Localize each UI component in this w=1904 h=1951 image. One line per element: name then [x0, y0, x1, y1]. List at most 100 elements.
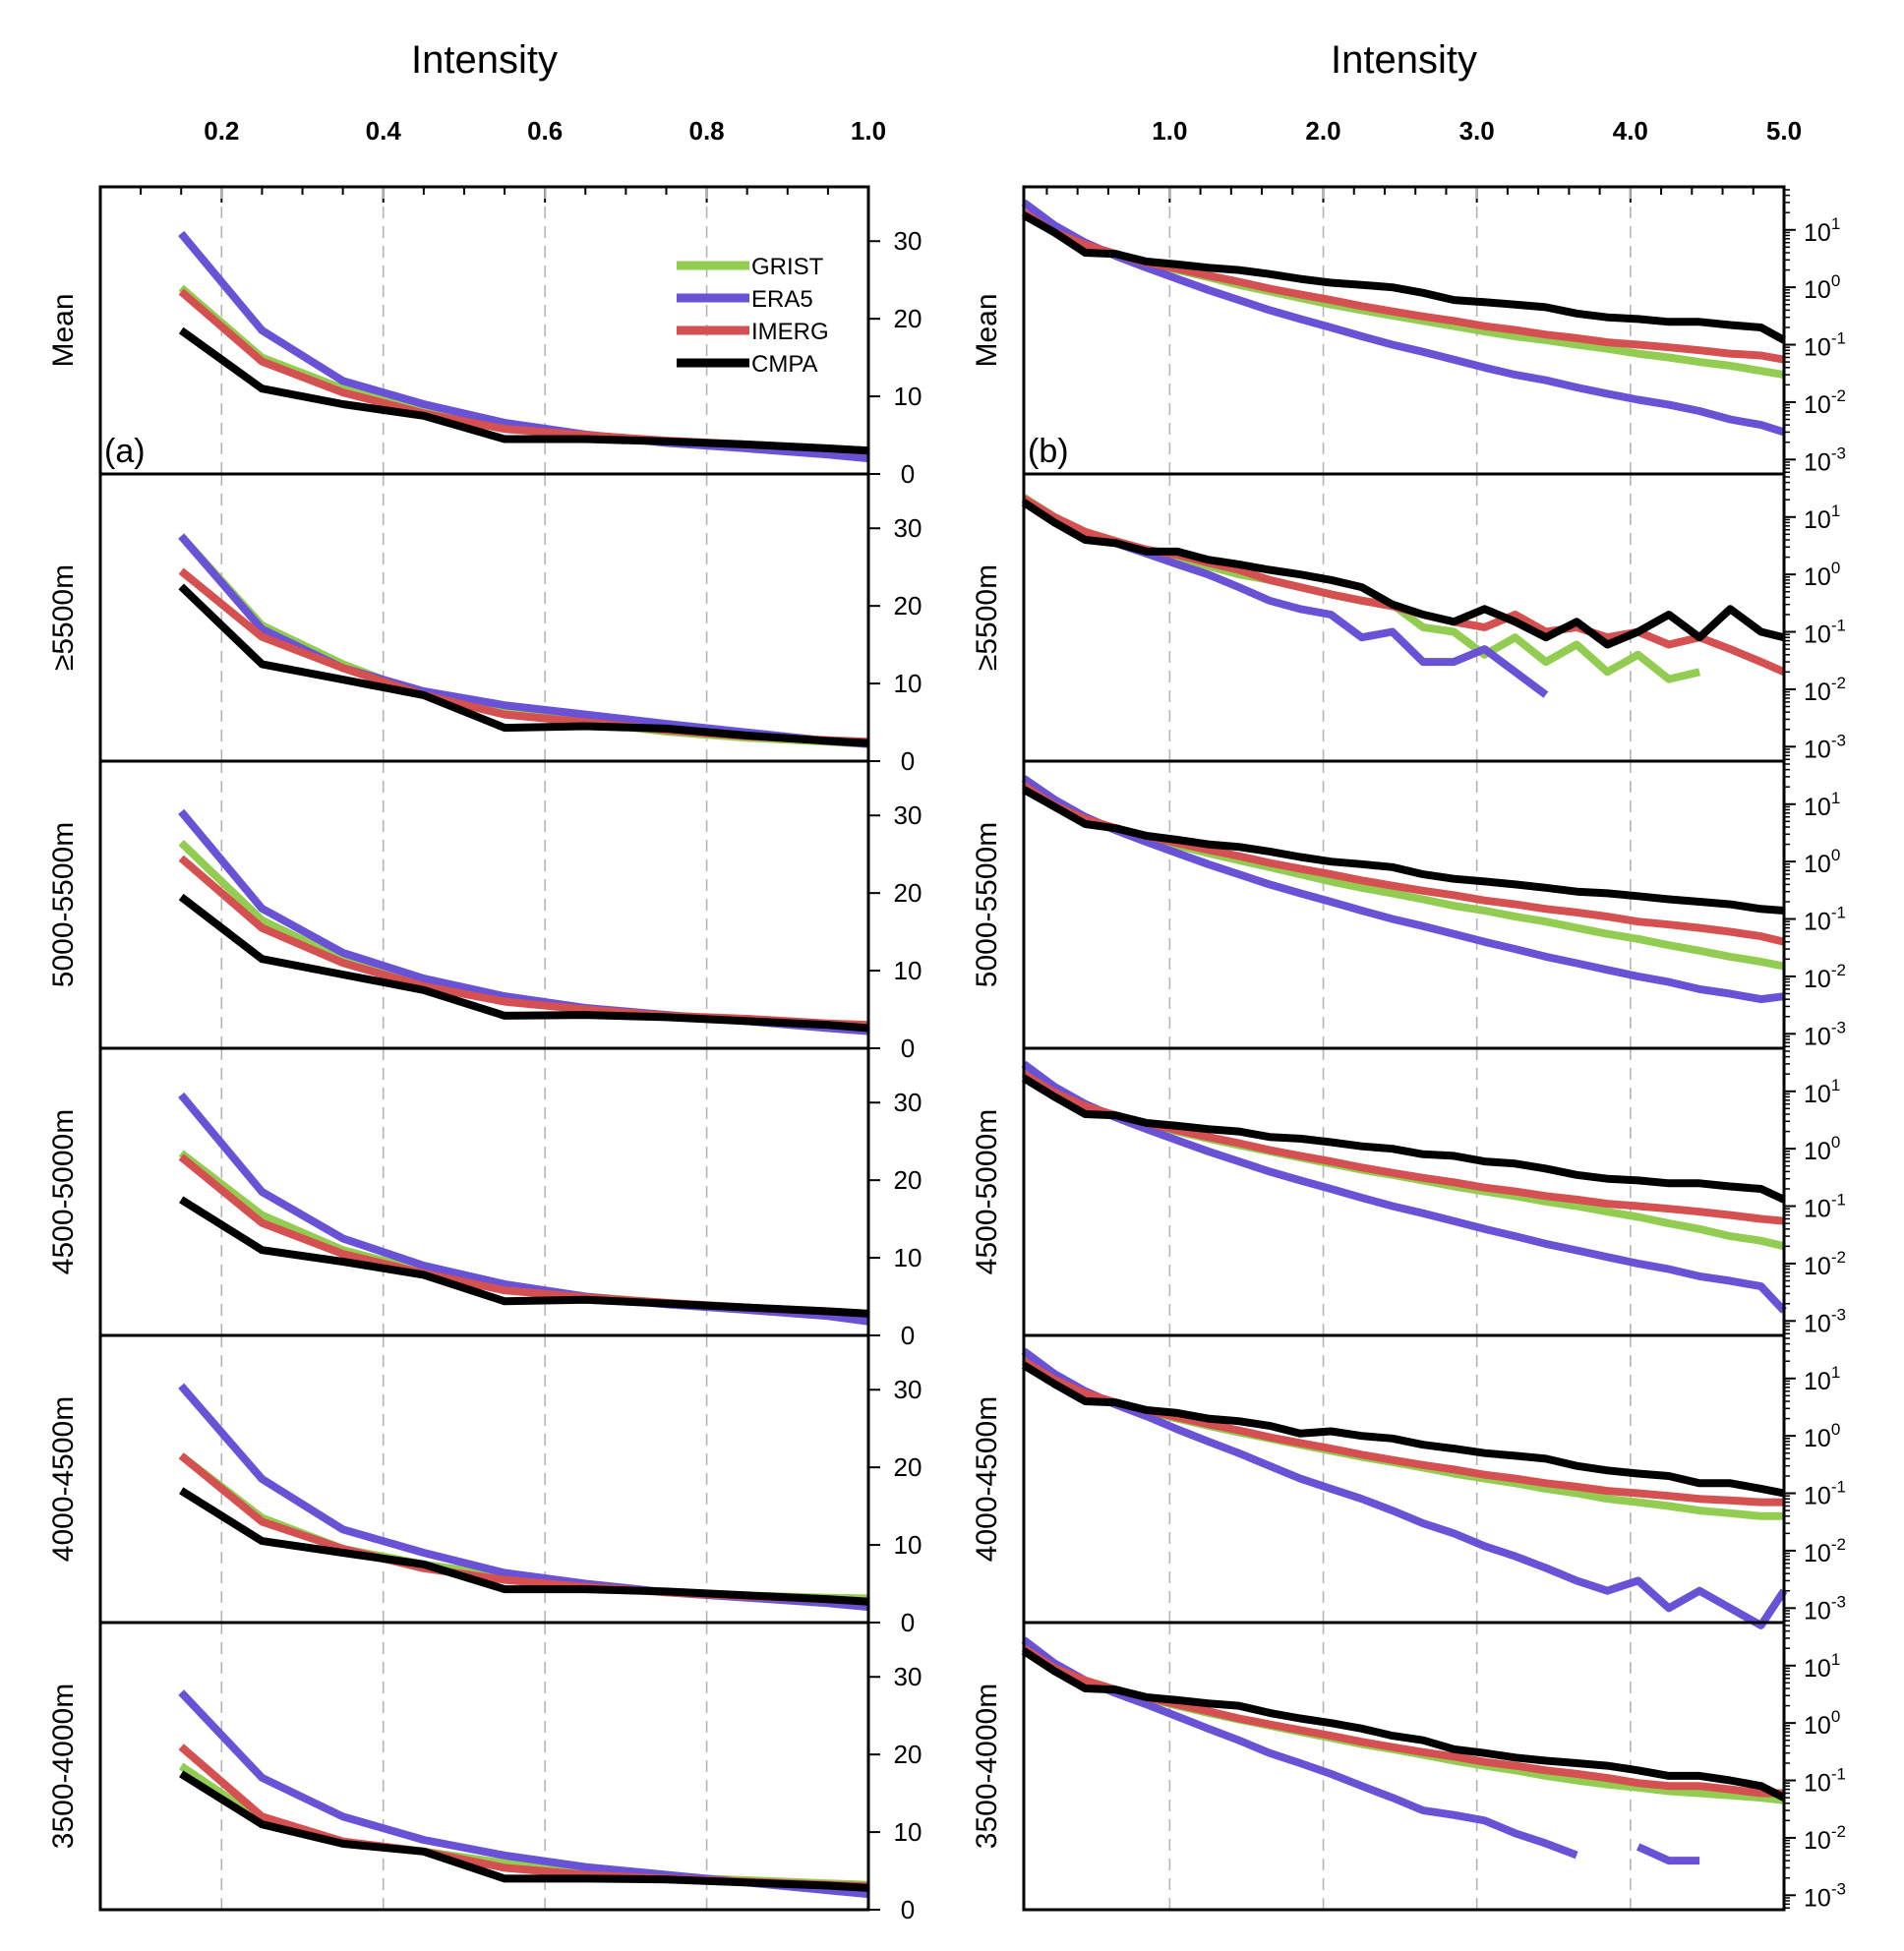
y-tick-base: 10: [1804, 1310, 1831, 1337]
y-tick-exponent: -2: [1831, 1822, 1846, 1841]
row-label: Mean: [971, 293, 1003, 367]
y-tick-exponent: 0: [1831, 1707, 1840, 1726]
y-tick-exponent: 0: [1831, 271, 1840, 290]
y-tick-label: 10: [894, 1243, 922, 1272]
y-tick-label: 101: [1804, 214, 1840, 247]
row-label: 5000-5500m: [971, 822, 1003, 987]
y-tick-base: 10: [1804, 1483, 1831, 1510]
y-tick-exponent: -2: [1831, 961, 1846, 979]
y-tick-label: 100: [1804, 846, 1840, 878]
y-tick-exponent: 0: [1831, 1133, 1840, 1152]
series-line-cmpa: [1021, 1647, 1786, 1802]
subplot-frame: [1022, 1046, 1786, 1337]
y-tick-exponent: -1: [1831, 1478, 1846, 1497]
y-tick-label: 10-2: [1804, 1535, 1846, 1567]
y-tick-label: 30: [894, 226, 922, 256]
row-label: ≥5500m: [47, 564, 80, 671]
subplot-a-3: 0 10 20 30 4500-5000m: [47, 1046, 922, 1350]
y-tick-base: 10: [1804, 1827, 1831, 1855]
y-tick-exponent: -3: [1831, 731, 1846, 749]
y-tick-label: 10-3: [1804, 1305, 1846, 1337]
x-tick-label: 3.0: [1459, 116, 1495, 146]
y-tick-label: 100: [1804, 1707, 1840, 1740]
y-tick-exponent: -1: [1831, 1765, 1846, 1784]
series-line-grist: [1021, 1068, 1785, 1251]
y-tick-exponent: -1: [1831, 1191, 1846, 1210]
y-tick-base: 10: [1804, 621, 1831, 649]
y-tick-base: 10: [1804, 1540, 1831, 1567]
y-tick-exponent: -1: [1831, 329, 1846, 348]
series-line-imerg: [1021, 1644, 1784, 1798]
y-tick-label: 10-2: [1804, 674, 1846, 706]
y-tick-label: 10-1: [1804, 617, 1846, 649]
x-tick-label: 1.0: [1152, 116, 1187, 146]
y-tick-exponent: -1: [1831, 904, 1846, 922]
subplot-frame: [98, 1621, 870, 1912]
series-line-imerg: [178, 1153, 869, 1318]
row-label: Mean: [47, 293, 80, 367]
y-tick-label: 30: [894, 1662, 922, 1691]
y-tick-label: 10-1: [1804, 329, 1846, 362]
y-tick-label: 20: [894, 1165, 922, 1195]
y-tick-label: 0: [901, 1895, 915, 1924]
y-tick-exponent: -2: [1831, 386, 1846, 405]
y-tick-label: 101: [1804, 1076, 1840, 1108]
y-tick-exponent: 1: [1831, 502, 1840, 520]
row-label: 3500-4000m: [971, 1684, 1003, 1849]
panel-label: (b): [1028, 433, 1069, 470]
row-label: 3500-4000m: [47, 1684, 80, 1849]
series-line-cmpa: [1022, 786, 1785, 915]
y-tick-exponent: 1: [1831, 1363, 1840, 1382]
panel-a: Intensity 0.2 0.4 0.6 0.8 1.0 0 10 20 30 Mean 0 10 20…: [47, 38, 922, 1924]
y-tick-base: 10: [1804, 563, 1831, 591]
series-line-cmpa: [1021, 499, 1785, 649]
row-label: 4000-4500m: [47, 1396, 80, 1562]
x-tick-label: 5.0: [1766, 116, 1802, 146]
y-tick-label: 10-3: [1804, 443, 1846, 476]
y-tick-label: 10-3: [1804, 1018, 1846, 1050]
y-tick-exponent: -2: [1831, 674, 1846, 692]
y-tick-label: 0: [901, 1608, 915, 1637]
series-line-cmpa: [1021, 1074, 1786, 1204]
y-tick-exponent: 0: [1831, 1420, 1840, 1439]
series-line-era5: [1021, 775, 1785, 1004]
y-tick-label: 20: [894, 1740, 922, 1769]
y-tick-exponent: -2: [1831, 1535, 1846, 1554]
x-tick-label: 1.0: [851, 116, 886, 146]
y-tick-label: 10-1: [1804, 1191, 1846, 1223]
y-tick-label: 10-2: [1804, 386, 1846, 419]
series-line-imerg: [1021, 1357, 1784, 1507]
series-line-imerg: [178, 1452, 869, 1606]
y-tick-base: 10: [1804, 909, 1831, 936]
y-tick-label: 10-1: [1804, 904, 1846, 936]
legend-label: ERA5: [751, 286, 813, 313]
series-line-era5: [1021, 1636, 1700, 1865]
x-axis-title: Intensity: [1331, 38, 1477, 82]
series-line-imerg: [178, 567, 869, 746]
legend-label: GRIST: [751, 254, 824, 280]
y-tick-label: 100: [1804, 271, 1840, 304]
series-line-cmpa: [1021, 1361, 1785, 1498]
y-tick-label: 10-2: [1804, 1822, 1846, 1855]
y-tick-exponent: 1: [1831, 789, 1840, 807]
y-tick-label: 101: [1804, 502, 1840, 534]
y-tick-label: 0: [901, 1034, 915, 1063]
y-tick-label: 10-3: [1804, 731, 1846, 763]
series-line-cmpa: [179, 1770, 869, 1892]
legend-label: CMPA: [751, 351, 818, 378]
y-tick-base: 10: [1804, 1081, 1831, 1108]
y-tick-base: 10: [1804, 1597, 1831, 1625]
y-tick-exponent: -3: [1831, 1879, 1846, 1898]
subplot-a-4: 0 10 20 30 4000-4500m: [47, 1333, 922, 1637]
y-tick-label: 101: [1804, 1650, 1840, 1683]
y-tick-base: 10: [1804, 391, 1831, 419]
y-tick-label: 100: [1804, 1133, 1840, 1165]
y-tick-label: 30: [894, 513, 922, 543]
y-tick-label: 10: [894, 669, 922, 698]
row-label: 4000-4500m: [971, 1396, 1003, 1562]
y-tick-label: 10: [894, 1530, 922, 1560]
